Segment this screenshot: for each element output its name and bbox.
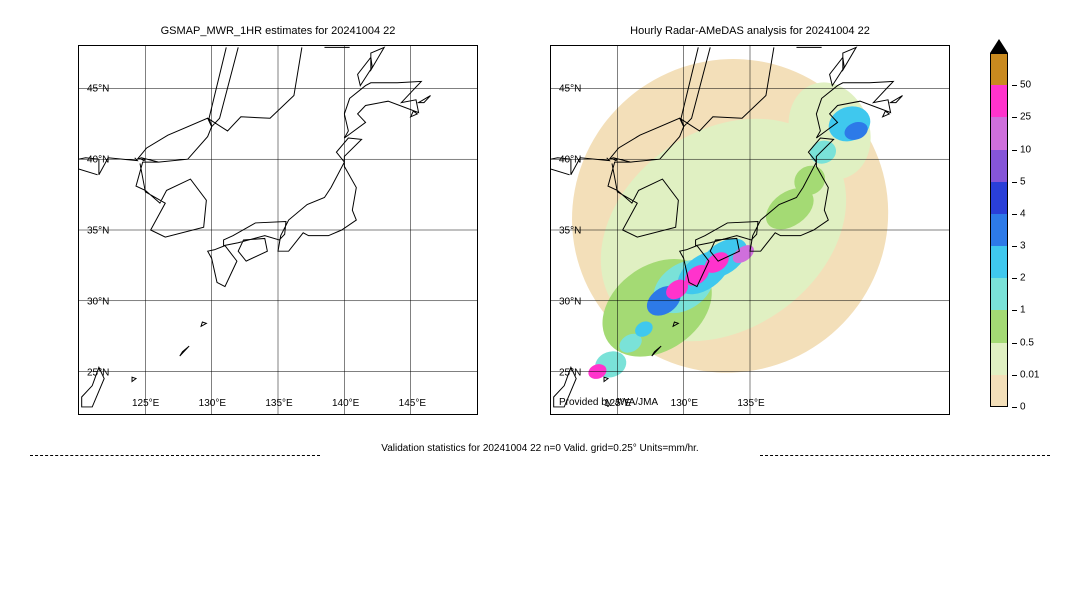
ytick-label: 25°N [559, 368, 581, 379]
colorbar-tick-label: 50 [1020, 80, 1031, 91]
xtick-label: 130°E [199, 398, 226, 409]
xtick-label: 130°E [671, 398, 698, 409]
colorbar-tick-label: 4 [1020, 208, 1026, 219]
colorbar-tick [1012, 278, 1017, 279]
xtick-label: 145°E [399, 398, 426, 409]
xtick-label: 135°E [737, 398, 764, 409]
colorbar-tick-label: 3 [1020, 241, 1026, 252]
colorbar-tick [1012, 182, 1017, 183]
colorbar-over-arrow [990, 39, 1008, 53]
left-coastline [79, 46, 477, 414]
colorbar-tick-label: 5 [1020, 176, 1026, 187]
ytick-label: 35°N [87, 226, 109, 237]
ytick-label: 40°N [559, 154, 581, 165]
xtick-label: 135°E [265, 398, 292, 409]
colorbar-tick-label: 0.01 [1020, 369, 1039, 380]
xtick-label: 125°E [132, 398, 159, 409]
ytick-label: 40°N [87, 154, 109, 165]
ytick-label: 25°N [87, 368, 109, 379]
caption-dash-right [760, 455, 1050, 456]
colorbar-tick-label: 2 [1020, 273, 1026, 284]
colorbar-tick [1012, 310, 1017, 311]
ytick-label: 30°N [559, 297, 581, 308]
colorbar-tick [1012, 117, 1017, 118]
colorbar-tick [1012, 246, 1017, 247]
colorbar-tick [1012, 214, 1017, 215]
colorbar-tick-label: 25 [1020, 112, 1031, 123]
colorbar-tick [1012, 375, 1017, 376]
ytick-label: 30°N [87, 297, 109, 308]
colorbar-tick [1012, 407, 1017, 408]
colorbar-tick-label: 0.5 [1020, 337, 1034, 348]
xtick-label: 125°E [604, 398, 631, 409]
colorbar-tick-label: 1 [1020, 305, 1026, 316]
caption-dash-left [30, 455, 320, 456]
colorbar-tick [1012, 343, 1017, 344]
right-map-panel: Provided by JWA/JMA 125°E130°E135°E25°N3… [550, 45, 950, 415]
xtick-label: 140°E [332, 398, 359, 409]
colorbar-border [990, 53, 1008, 407]
validation-caption: Validation statistics for 20241004 22 n=… [381, 443, 698, 454]
colorbar-tick-label: 10 [1020, 144, 1031, 155]
figure: GSMAP_MWR_1HR estimates for 20241004 22 … [0, 0, 1080, 612]
ytick-label: 45°N [559, 83, 581, 94]
colorbar-tick [1012, 85, 1017, 86]
ytick-label: 45°N [87, 83, 109, 94]
ytick-label: 35°N [559, 226, 581, 237]
left-map-panel: 125°E 130°E 135°E 140°E 145°E 25°N 30°N 35°N 40°… [78, 45, 478, 415]
right-precip-and-coastline [551, 46, 949, 414]
colorbar-tick-label: 0 [1020, 402, 1026, 413]
left-panel-title: GSMAP_MWR_1HR estimates for 20241004 22 [48, 25, 508, 37]
right-panel-title: Hourly Radar-AMeDAS analysis for 2024100… [520, 25, 980, 37]
colorbar: 00.010.512345102550 [990, 53, 1008, 407]
colorbar-tick [1012, 150, 1017, 151]
